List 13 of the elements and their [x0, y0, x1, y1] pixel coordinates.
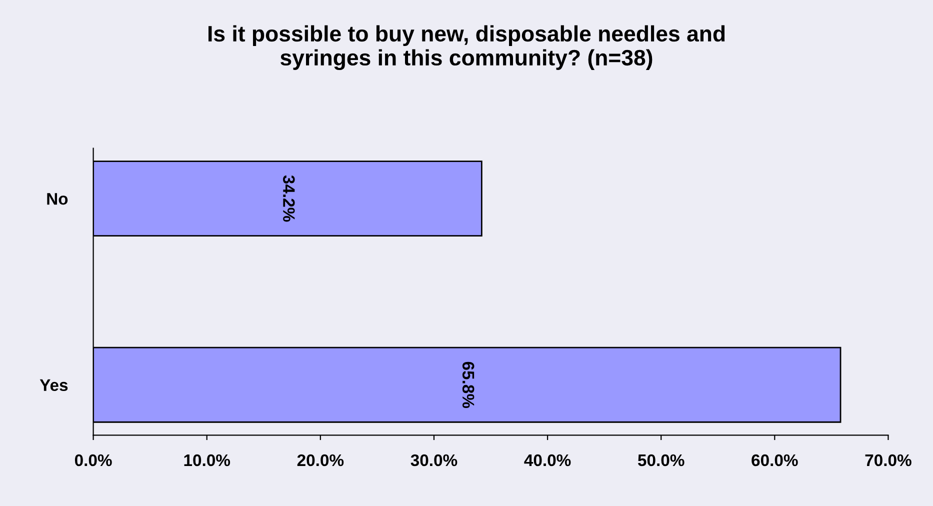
x-tick-label: 60.0%	[752, 454, 798, 466]
x-tick-label: 20.0%	[297, 454, 344, 466]
x-tick-label: 70.0%	[865, 454, 912, 466]
data-label: 34.2%	[282, 175, 295, 222]
x-tick-label: 10.0%	[184, 454, 230, 466]
chart-title: Is it possible to buy new, disposable needles and syringes in this community? (n=38)	[208, 25, 725, 70]
data-label: 65.8%	[462, 362, 474, 408]
x-tick-label: 50.0%	[638, 454, 684, 466]
y-tick-label: Yes	[40, 379, 68, 392]
x-tick-label: 0.0%	[74, 454, 112, 466]
x-tick-label: 30.0%	[410, 454, 458, 466]
x-tick-label: 40.0%	[524, 454, 571, 466]
y-tick-label: No	[47, 193, 68, 205]
